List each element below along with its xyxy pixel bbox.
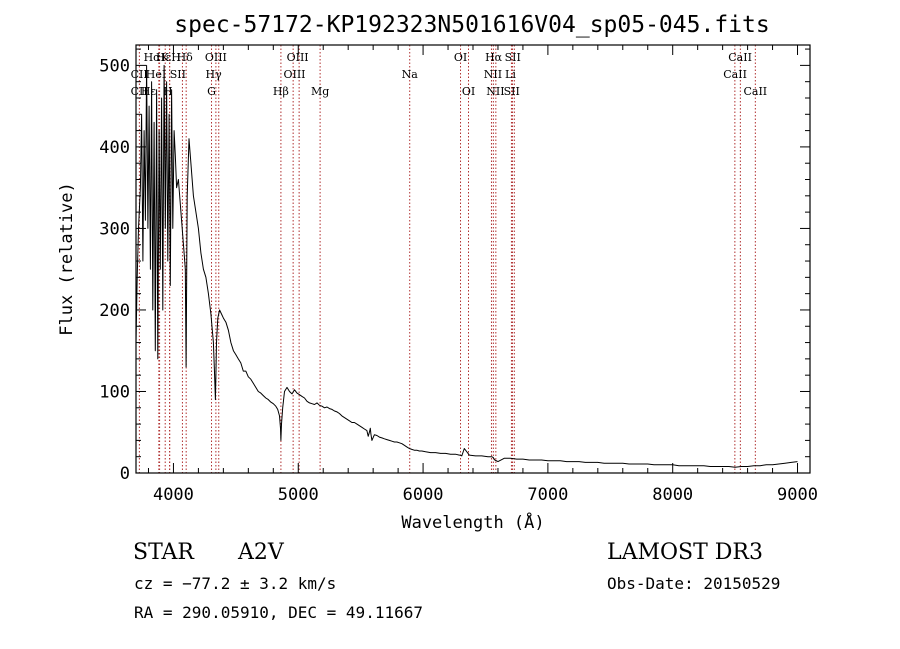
line-label: Hε xyxy=(141,85,157,98)
line-label: OI xyxy=(454,51,467,64)
line-label: NII xyxy=(484,68,502,81)
y-tick-label: 300 xyxy=(99,219,130,239)
line-label: OIII xyxy=(205,51,227,64)
line-label: OIII xyxy=(283,68,305,81)
chart-title: spec-57172-KP192323N501616V04_sp05-045.f… xyxy=(174,12,769,38)
y-tick-label: 100 xyxy=(99,382,130,402)
line-label: CaII xyxy=(723,68,747,81)
coordinates: RA = 290.05910, DEC = 49.11667 xyxy=(134,603,423,622)
line-label: SII xyxy=(505,51,521,64)
line-label: HεH xyxy=(156,51,181,64)
line-label: SII xyxy=(170,68,186,81)
line-label: Mg xyxy=(311,85,329,98)
line-label: OI xyxy=(462,85,475,98)
line-label: Li xyxy=(505,68,516,81)
survey-name: LAMOST DR3 xyxy=(607,540,763,565)
line-label: G xyxy=(207,85,216,98)
line-label: CaII xyxy=(743,85,767,98)
line-label: CII xyxy=(131,68,148,81)
plot-frame xyxy=(135,44,811,474)
line-label: Hα xyxy=(485,51,503,64)
observation-date: Obs-Date: 20150529 xyxy=(607,574,781,593)
x-axis-label: Wavelength (Å) xyxy=(401,511,544,533)
y-tick-label: 500 xyxy=(99,56,130,76)
x-tick-label: 6000 xyxy=(403,485,444,505)
line-label: H xyxy=(163,85,173,98)
x-tick-label: 5000 xyxy=(278,485,319,505)
y-tick-label: 200 xyxy=(99,301,130,321)
y-tick-label: 400 xyxy=(99,138,130,158)
y-axis-label: Flux (relative) xyxy=(57,182,77,336)
y-tick-label: 0 xyxy=(120,464,130,484)
redshift-velocity: cz = −77.2 ± 3.2 km/s xyxy=(134,574,337,593)
object-class: STAR xyxy=(133,540,194,565)
line-label: CaII xyxy=(728,51,752,64)
spectrum-line xyxy=(135,64,798,468)
x-tick-label: 9000 xyxy=(777,485,818,505)
line-label: CII xyxy=(131,85,148,98)
line-label: Na xyxy=(402,68,419,81)
line-label: Hβ xyxy=(273,85,289,98)
line-label: OIII xyxy=(287,51,309,64)
line-label: SII xyxy=(504,85,520,98)
x-tick-label: 8000 xyxy=(652,485,693,505)
spectrum-series xyxy=(135,64,798,468)
x-tick-label: 7000 xyxy=(527,485,568,505)
line-label: Hδ xyxy=(177,51,194,64)
object-subclass: A2V xyxy=(238,540,284,565)
line-label: Hγ xyxy=(206,68,223,81)
plot-axes: 4000 5000 6000 7000 8000 9000 0 100 200 300 400 500… xyxy=(57,12,818,533)
x-tick-label: 4000 xyxy=(153,485,194,505)
spectral-line-markers xyxy=(138,45,756,473)
line-label: HeI xyxy=(146,68,166,81)
line-label: HαK xyxy=(144,51,170,64)
line-label: NII xyxy=(486,85,504,98)
